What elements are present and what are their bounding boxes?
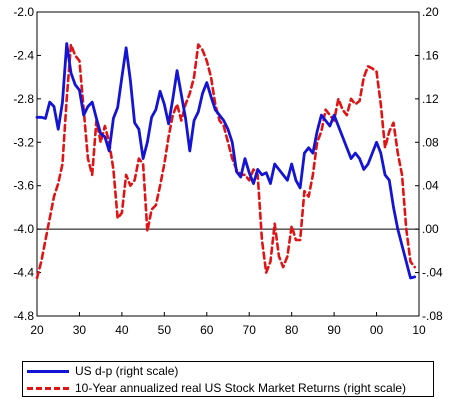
x-tick-label: 10 (412, 323, 426, 337)
legend-swatch-solid-blue (27, 369, 69, 373)
x-tick-label: 90 (327, 323, 341, 337)
x-tick-label: 80 (285, 323, 299, 337)
legend-label-stock-returns: 10-Year annualized real US Stock Market … (75, 381, 407, 395)
x-tick-label: 00 (370, 323, 384, 337)
right-tick-label: .08 (422, 135, 439, 149)
x-tick-label: 70 (243, 323, 257, 337)
left-tick-label: -4.0 (13, 222, 34, 236)
left-tick-label: -2.8 (13, 92, 34, 106)
series-layer (35, 42, 417, 280)
left-tick-label: -4.8 (13, 309, 34, 323)
left-tick-label: -3.6 (13, 179, 34, 193)
left-tick-label: -3.2 (13, 135, 34, 149)
right-tick-label: .12 (422, 92, 439, 106)
x-tick-label: 60 (200, 323, 214, 337)
left-tick-label: -2.4 (13, 48, 34, 62)
legend-entry-dividend-price: US d-p (right scale) (27, 363, 178, 379)
right-tick-label: -.08 (422, 309, 443, 323)
left-y-axis: -4.8 -4.4 -4.0 -3.6 -3.2 -2.8 -2.4 -2.0 (13, 5, 41, 323)
x-tick-label: 30 (73, 323, 87, 337)
legend-label-dividend-price: US d-p (right scale) (75, 364, 179, 378)
legend-swatch-dashed-red (27, 386, 69, 390)
x-axis: 20 30 40 50 60 70 80 90 00 10 (30, 312, 426, 337)
right-tick-label: .04 (422, 179, 439, 193)
series-line-stock-returns (35, 43, 417, 280)
right-y-axis: -.08 -.04 .00 .04 .08 .12 .16 .20 (415, 5, 443, 323)
left-tick-label: -2.0 (13, 5, 34, 19)
chart-legend: US d-p (right scale) 10-Year annualized … (22, 361, 434, 397)
right-tick-label: -.04 (422, 266, 443, 280)
x-tick-label: 50 (158, 323, 172, 337)
right-tick-label: .16 (422, 48, 439, 62)
legend-entry-stock-returns: 10-Year annualized real US Stock Market … (27, 380, 406, 396)
x-tick-label: 20 (30, 323, 44, 337)
left-tick-label: -4.4 (13, 266, 34, 280)
right-tick-label: .20 (422, 5, 439, 19)
x-tick-label: 40 (115, 323, 129, 337)
series-line-dividend-price (35, 42, 417, 280)
plot-area-frame (36, 11, 420, 317)
right-tick-label: .00 (422, 222, 439, 236)
